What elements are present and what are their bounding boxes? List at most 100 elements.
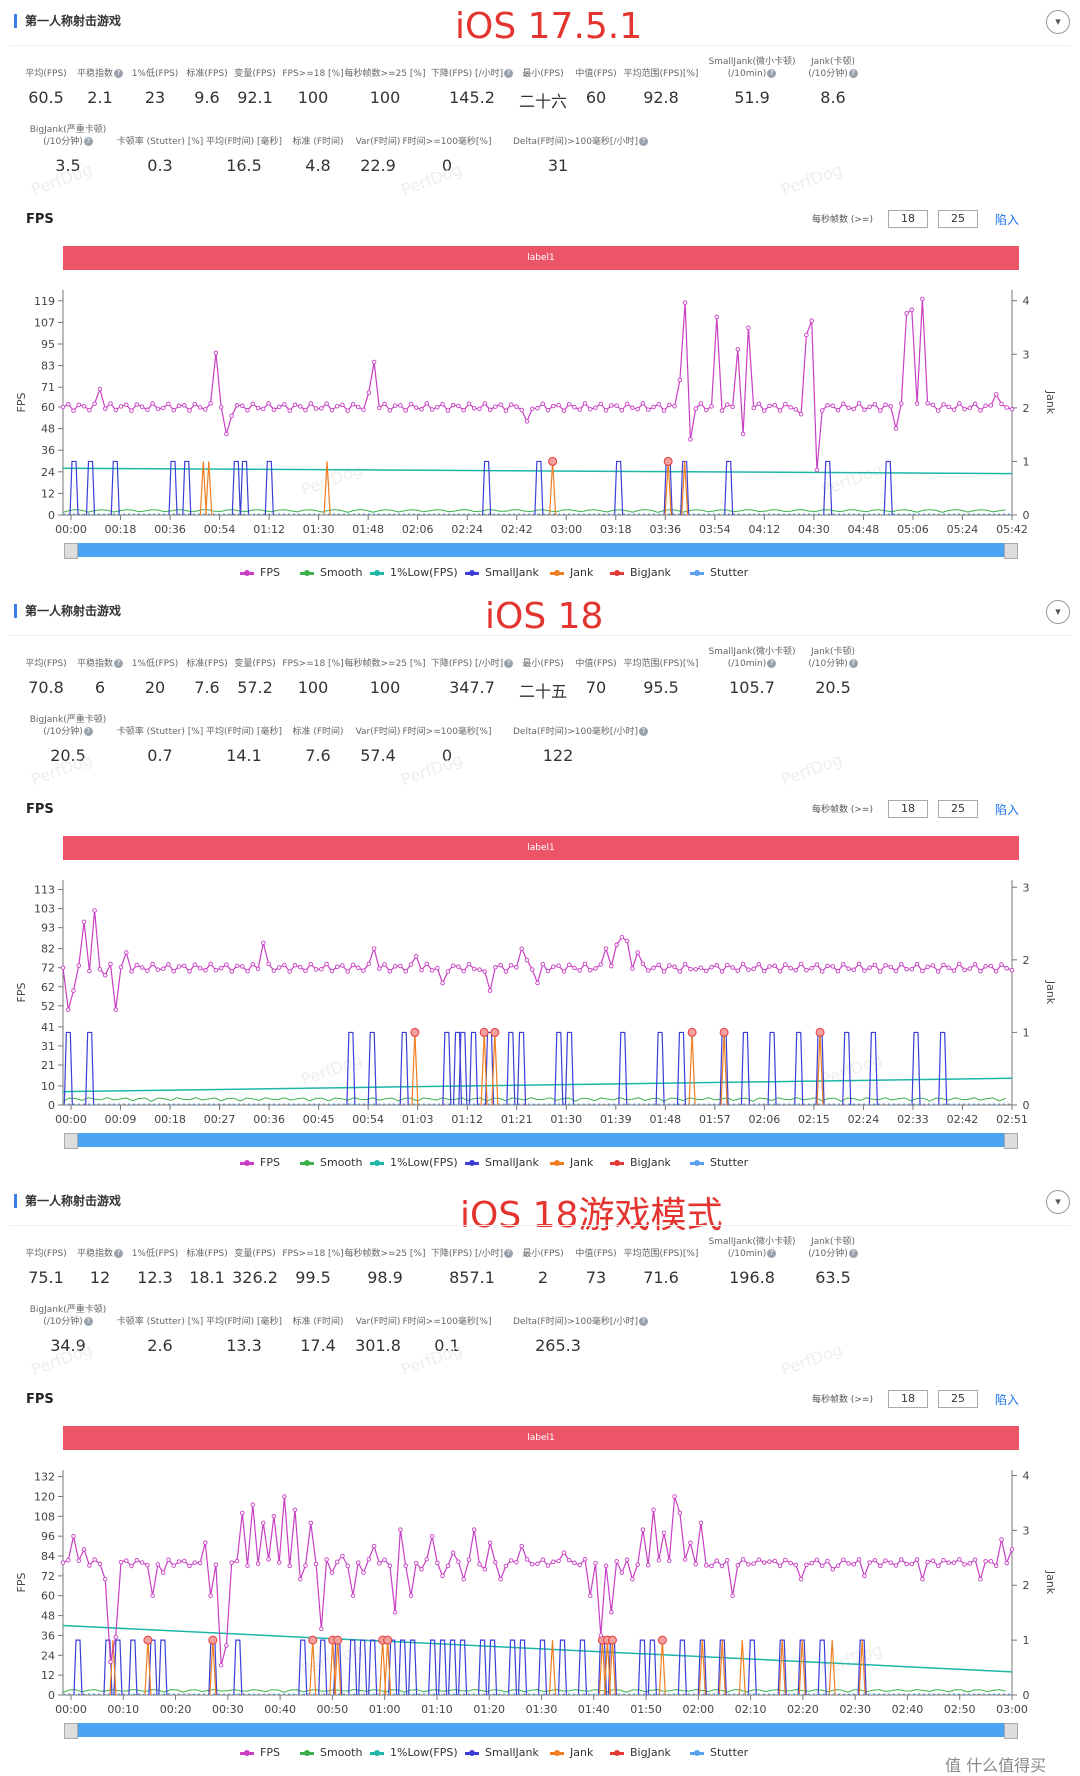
slider-handle-right[interactable] xyxy=(1004,1133,1018,1149)
fps-point xyxy=(261,1520,266,1526)
threshold-input-1[interactable]: 18 xyxy=(888,800,928,818)
fps-point xyxy=(714,1558,720,1563)
legend-item[interactable]: Smooth xyxy=(300,566,362,579)
drill-in-link[interactable]: 陷入 xyxy=(995,213,1020,227)
threshold-input-1[interactable]: 18 xyxy=(888,1390,928,1408)
slider-handle-left[interactable] xyxy=(64,1133,78,1149)
label-bar[interactable]: label1 xyxy=(63,246,1019,270)
help-icon[interactable]: ? xyxy=(114,69,123,78)
stat-value: 20.5 xyxy=(50,746,86,765)
label-bar[interactable]: label1 xyxy=(63,1426,1019,1450)
legend-item[interactable]: BigJank xyxy=(610,1156,671,1169)
help-icon[interactable]: ? xyxy=(639,727,648,736)
stat-label-line: 标准(FPS) xyxy=(186,69,228,79)
help-icon[interactable]: ? xyxy=(639,137,648,146)
collapse-chevron-icon[interactable]: ▾ xyxy=(1046,600,1070,624)
drill-in-link[interactable]: 陷入 xyxy=(995,1393,1020,1407)
label-bar[interactable]: label1 xyxy=(63,836,1019,860)
help-icon[interactable]: ? xyxy=(83,1317,93,1326)
slider-handle-right[interactable] xyxy=(1004,1723,1018,1739)
legend-item[interactable]: SmallJank xyxy=(465,1156,539,1169)
help-icon[interactable]: ? xyxy=(639,1317,648,1326)
legend-item[interactable]: Jank xyxy=(550,1156,593,1169)
fps-point xyxy=(635,406,640,412)
legend-item[interactable]: BigJank xyxy=(610,566,671,579)
legend-item[interactable]: Jank xyxy=(550,1746,593,1759)
legend-item[interactable]: Jank xyxy=(550,566,593,579)
legend-item[interactable]: SmallJank xyxy=(465,566,539,579)
help-icon[interactable]: ? xyxy=(504,69,514,78)
time-range-slider[interactable] xyxy=(64,543,1018,559)
collapse-chevron-icon[interactable]: ▾ xyxy=(1046,1190,1070,1214)
help-icon[interactable]: ? xyxy=(504,659,514,668)
legend-item[interactable]: FPS xyxy=(240,566,280,579)
legend-label: 1%Low(FPS) xyxy=(390,1746,458,1759)
row2-stat-2: 平均(F时间) [毫秒] 16.5 xyxy=(199,124,289,175)
slider-handle-right[interactable] xyxy=(1004,543,1018,559)
legend-item[interactable]: Smooth xyxy=(300,1746,362,1759)
fps-point xyxy=(266,401,271,406)
fps-point xyxy=(519,1543,524,1549)
slider-handle-left[interactable] xyxy=(64,1723,78,1739)
threshold-input-2[interactable]: 25 xyxy=(938,800,978,818)
help-icon[interactable]: ? xyxy=(767,1249,777,1258)
legend-item[interactable]: FPS xyxy=(240,1156,280,1169)
fps-point xyxy=(767,403,772,409)
legend-item[interactable]: 1%Low(FPS) xyxy=(370,1156,458,1169)
stat-label-line: 卡顿率 (Stutter) [%] xyxy=(116,1317,204,1327)
legend-item[interactable]: Stutter xyxy=(690,1156,748,1169)
fps-point xyxy=(962,967,967,973)
fps-point xyxy=(118,964,124,970)
x-tick-label: 01:03 xyxy=(402,1113,434,1126)
fps-point xyxy=(524,1557,530,1562)
fps-point xyxy=(746,1562,751,1567)
fps-point xyxy=(909,307,915,313)
x-tick-label: 02:10 xyxy=(735,1703,767,1716)
fps-point xyxy=(519,946,524,951)
help-icon[interactable]: ? xyxy=(767,659,777,668)
legend-item[interactable]: 1%Low(FPS) xyxy=(370,1746,458,1759)
fps-point xyxy=(134,962,140,968)
stat-label: 平稳指数? xyxy=(55,658,145,670)
help-icon[interactable]: ? xyxy=(848,1249,858,1258)
help-icon[interactable]: ? xyxy=(83,137,93,146)
fps-point xyxy=(551,1559,556,1565)
time-range-slider[interactable] xyxy=(64,1133,1018,1149)
series-jank-spike xyxy=(798,1640,806,1696)
y-tick-label: 119 xyxy=(34,295,55,308)
help-icon[interactable]: ? xyxy=(114,1249,123,1258)
collapse-chevron-icon[interactable]: ▾ xyxy=(1046,10,1070,34)
legend-item[interactable]: 1%Low(FPS) xyxy=(370,566,458,579)
fps-point xyxy=(229,413,234,419)
slider-handle-left[interactable] xyxy=(64,543,78,559)
help-icon[interactable]: ? xyxy=(848,659,858,668)
stat-label: 平均范围(FPS)[%] xyxy=(616,658,706,670)
fps-point xyxy=(703,1563,709,1568)
help-icon[interactable]: ? xyxy=(848,69,858,78)
help-icon[interactable]: ? xyxy=(114,659,123,668)
fps-point xyxy=(345,969,350,974)
stat-value: 51.9 xyxy=(734,88,770,107)
threshold-input-2[interactable]: 25 xyxy=(938,1390,978,1408)
legend-item[interactable]: SmallJank xyxy=(465,1746,539,1759)
help-icon[interactable]: ? xyxy=(504,1249,514,1258)
legend-item[interactable]: BigJank xyxy=(610,1746,671,1759)
help-icon[interactable]: ? xyxy=(83,727,93,736)
legend-item[interactable]: FPS xyxy=(240,1746,280,1759)
fps-point xyxy=(108,401,113,406)
divider xyxy=(10,635,1070,636)
legend-label: SmallJank xyxy=(485,566,539,579)
fps-point xyxy=(946,1560,951,1565)
time-range-slider[interactable] xyxy=(64,1723,1018,1739)
legend-item[interactable]: Stutter xyxy=(690,1746,748,1759)
drill-in-link[interactable]: 陷入 xyxy=(995,803,1020,817)
help-icon[interactable]: ? xyxy=(767,69,777,78)
threshold-input-1[interactable]: 18 xyxy=(888,210,928,228)
series-jank-spike xyxy=(309,1640,317,1696)
fps-point xyxy=(730,1593,735,1598)
stat-label: 最小(FPS) xyxy=(498,658,588,670)
legend-item[interactable]: Stutter xyxy=(690,566,748,579)
chart-title: FPS xyxy=(26,212,54,227)
legend-item[interactable]: Smooth xyxy=(300,1156,362,1169)
threshold-input-2[interactable]: 25 xyxy=(938,210,978,228)
